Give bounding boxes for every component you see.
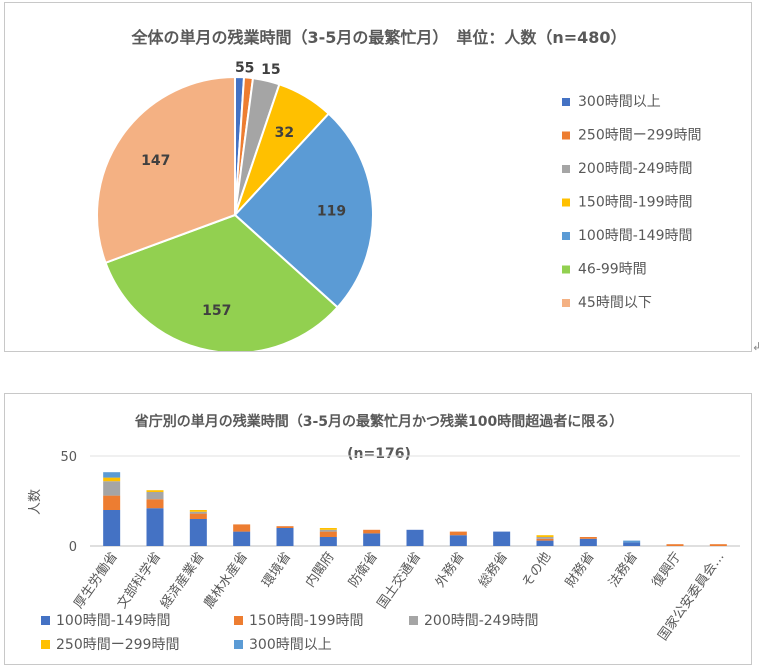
- y-axis-label: 人数: [28, 489, 43, 515]
- pie-legend-swatch-1: [562, 131, 570, 140]
- bar-legend-swatch-4: [234, 640, 243, 649]
- x-category-label-9: 総務省: [476, 550, 511, 591]
- pie-legend-swatch-5: [562, 265, 570, 274]
- bar-segment-0-2: [103, 481, 121, 496]
- bar-segment-1-2: [146, 492, 164, 500]
- pie-legend-label-1: 250時間ー299時間: [578, 128, 701, 144]
- bar-segment-1-0: [146, 508, 164, 546]
- bar-segment-6-0: [363, 533, 381, 546]
- bar-legend-label-2: 200時間-249時間: [424, 613, 539, 629]
- pie-chart-title: 全体の単月の残業時間（3-5月の最繁忙月） 単位：人数（n=480）: [130, 28, 626, 47]
- bar-segment-5-1: [319, 531, 337, 537]
- bar-legend-swatch-3: [41, 640, 50, 649]
- pie-legend-label-2: 200時間-249時間: [578, 161, 693, 177]
- pie-chart: 全体の単月の残業時間（3-5月の最繁忙月） 単位：人数（n=480） 5 5 15 3…: [96, 28, 701, 354]
- x-category-label-1: 文部科学省: [114, 549, 164, 611]
- x-category-label-6: 防衛省: [345, 549, 380, 590]
- x-category-label-5: 内閣府: [302, 549, 337, 590]
- pie-data-label-2: 15: [261, 62, 280, 78]
- x-category-label-7: 国土交通省: [374, 549, 424, 611]
- bar-segment-6-1: [363, 529, 381, 534]
- bar-segment-2-2: [189, 511, 207, 514]
- bar-segment-14-1: [709, 544, 727, 546]
- bar-segment-5-2: [319, 529, 337, 532]
- bar-segment-12-4: [623, 540, 641, 543]
- bar-segment-4-0: [276, 528, 294, 546]
- bar-legend-label-4: 300時間以上: [249, 637, 332, 653]
- pie-legend-label-5: 46-99時間: [578, 262, 647, 278]
- bar-legend-label-3: 250時間ー299時間: [56, 637, 179, 653]
- bar-segment-7-0: [406, 529, 424, 546]
- bar-segment-2-3: [189, 510, 207, 512]
- pie-legend-label-3: 150時間-199時間: [578, 195, 693, 211]
- x-category-label-2: 経済産業省: [157, 549, 207, 611]
- bar-segment-13-1: [666, 544, 684, 546]
- x-category-label-0: 厚生労働省: [71, 550, 121, 612]
- pie-legend-label-4: 100時間-149時間: [578, 228, 693, 244]
- bar-segment-1-3: [146, 490, 164, 492]
- bar-segment-8-1: [449, 531, 467, 536]
- x-category-label-10: その他: [520, 550, 555, 591]
- bar-segment-2-1: [189, 513, 207, 519]
- pie-data-label-1: 5: [245, 61, 255, 77]
- bar-chart-panel: 省庁別の単月の残業時間（3-5月の最繁忙月かつ残業100時間超過者に限る） (n…: [4, 393, 752, 665]
- x-category-label-13: 復興庁: [649, 549, 684, 590]
- pie-data-label-4: 119: [317, 204, 346, 220]
- pie-slice-4: [233, 112, 374, 309]
- bar-segment-1-1: [146, 499, 164, 509]
- x-category-label-11: 財務省: [563, 550, 598, 591]
- bar-segment-8-0: [449, 535, 467, 546]
- bar-segment-11-1: [579, 537, 597, 539]
- bar-legend-swatch-2: [409, 616, 418, 625]
- bar-segment-10-0: [536, 540, 554, 546]
- pie-data-label-6: 147: [141, 153, 170, 169]
- pie-legend-label-0: 300時間以上: [578, 94, 661, 110]
- bar-legend-swatch-1: [234, 616, 243, 625]
- pie-legend-swatch-4: [562, 232, 570, 240]
- bar-segment-10-3: [536, 535, 554, 537]
- bar-segment-5-0: [319, 537, 337, 546]
- pie-legend-swatch-0: [562, 98, 570, 106]
- bar-segment-11-0: [579, 538, 597, 546]
- x-category-label-4: 環境省: [260, 550, 295, 591]
- bar-chart-title: 省庁別の単月の残業時間（3-5月の最繁忙月かつ残業100時間超過者に限る）: [134, 413, 624, 430]
- bar-segment-10-2: [536, 537, 554, 539]
- bar-segment-12-0: [623, 542, 641, 546]
- pie-legend-swatch-2: [562, 165, 570, 173]
- corner-mark: ↲: [752, 340, 759, 353]
- pie-data-label-0: 5: [235, 60, 245, 76]
- bar-segment-9-0: [493, 531, 511, 546]
- pie-data-label-5: 157: [202, 303, 231, 319]
- bar-segment-3-1: [233, 524, 251, 532]
- bar-segment-4-1: [276, 526, 294, 528]
- bar-segment-10-1: [536, 538, 554, 541]
- bar-segment-0-4: [103, 472, 121, 478]
- bar-chart: 省庁別の単月の残業時間（3-5月の最繁忙月かつ残業100時間超過者に限る） (n…: [28, 413, 740, 653]
- pie-slice-5: [104, 213, 339, 354]
- bar-segment-3-0: [233, 531, 251, 546]
- pie-legend-label-6: 45時間以下: [578, 295, 652, 311]
- pie-legend-swatch-3: [562, 198, 570, 207]
- y-tick-label-0: 0: [69, 540, 77, 555]
- bar-segment-5-3: [319, 528, 337, 530]
- pie-chart-panel: 全体の単月の残業時間（3-5月の最繁忙月） 単位：人数（n=480） 5 5 15 3…: [4, 2, 752, 354]
- x-category-label-3: 農林水産省: [201, 549, 251, 611]
- pie-legend-swatch-6: [562, 299, 570, 307]
- pie-data-label-3: 32: [275, 125, 294, 141]
- bar-chart-subtitle: (n=176): [347, 446, 411, 462]
- x-category-label-8: 外務省: [433, 550, 468, 591]
- bar-segment-0-3: [103, 477, 121, 482]
- bar-segment-2-0: [189, 519, 207, 546]
- bar-segment-0-0: [103, 510, 121, 546]
- bar-legend-label-1: 150時間-199時間: [249, 613, 364, 629]
- y-tick-label-50: 50: [60, 450, 77, 465]
- x-category-label-12: 法務省: [606, 550, 641, 591]
- pie-slice-6: [96, 75, 236, 265]
- bar-legend-swatch-0: [41, 616, 50, 625]
- bar-legend-label-0: 100時間-149時間: [56, 613, 171, 629]
- bar-segment-0-1: [103, 495, 121, 510]
